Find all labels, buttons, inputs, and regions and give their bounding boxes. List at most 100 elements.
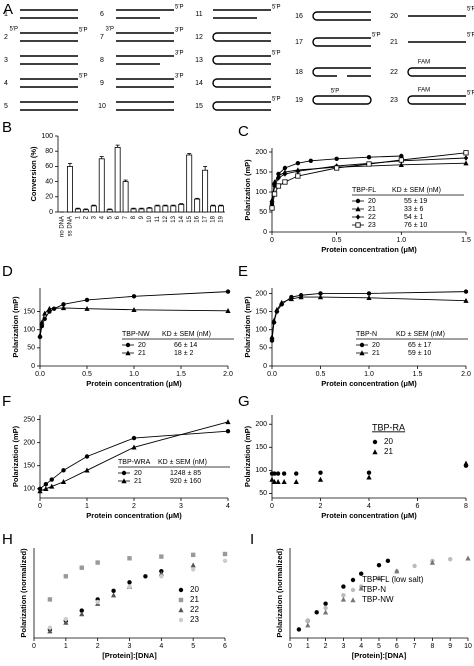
data-point [95,599,100,605]
x-tick-label: 2 [83,215,89,219]
x-tick-label: 1.0 [364,371,374,378]
data-point [39,319,45,325]
bar [162,205,169,213]
construct-number: 23 [390,97,398,104]
data-point [37,488,43,494]
data-point [282,165,288,171]
x-tick-label: 2.0 [223,371,233,378]
legend-kd: 18 ± 2 [174,350,194,357]
y-tick-label: 100 [41,133,53,140]
x-tick-label: 12 [163,215,169,222]
construct-tag: 3'P [106,27,114,33]
construct-number: 16 [295,13,303,20]
data-point [334,156,339,161]
legend-marker [125,342,131,348]
panel-letter: I [250,531,254,548]
dna-strand [116,32,174,42]
dna-strand [116,9,174,19]
x-tick-label: 1.5 [413,371,423,378]
data-point [282,171,288,177]
y-tick-label: 150 [255,444,267,451]
panel-letter: D [2,263,13,280]
data-point [376,562,382,568]
data-point [47,597,53,602]
data-point [272,471,277,476]
bar [66,165,73,213]
y-axis-title: Polarization (normalized) [19,548,28,638]
data-point [295,173,301,179]
x-tick-label: 10 [464,643,472,650]
data-point [84,305,90,311]
x-tick-label: 2 [96,643,100,650]
x-tick-label: 14 [179,215,185,222]
construct-tag: 5'P [10,27,18,33]
data-point [305,618,310,624]
bar [194,198,201,213]
y-tick-label: 250 [23,416,35,423]
construct-tag: 5'P [272,51,280,57]
data-point [60,479,67,485]
data-point [399,153,404,159]
legend-label: 21 [372,350,380,357]
construct-number: 17 [295,39,303,46]
legend-label: TBP-NW [362,595,394,604]
dna-strand [116,78,174,88]
x-tick-label: 10 [147,215,153,222]
legend-marker [178,597,184,603]
data-point [463,297,469,303]
y-tick-label: 100 [255,327,267,334]
construct-tag: FAM [418,60,430,66]
x-tick-label: 6 [223,643,227,650]
x-tick-label: 3 [128,643,132,650]
y-tick-label: 50 [259,345,267,352]
data-point [323,605,328,611]
data-point [281,479,287,485]
panel-letter: C [238,123,249,140]
x-tick-label: 3 [179,503,183,510]
legend-kd: 54 ± 1 [404,214,424,221]
legend-marker [372,439,378,445]
y-tick-label: 80 [45,148,53,155]
x-tick-label: 9 [139,215,145,219]
construct-number: 11 [195,11,202,18]
x-tick-label: 4 [367,503,371,510]
bar [202,169,209,213]
data-point [275,183,282,189]
x-tick-label: 0.5 [316,371,326,378]
y-tick-label: 50 [27,345,35,352]
data-point [463,160,469,166]
legend-marker [359,350,365,356]
legend-kd: 1248 ± 85 [170,470,201,477]
x-tick-label: 11 [155,215,161,222]
data-point [394,568,400,574]
legend-marker [350,587,356,593]
x-axis-title: Protein concentration (μM) [86,511,182,520]
x-tick-label: 4 [99,215,105,219]
construct-tag: 5'FAM [467,7,474,13]
x-tick-label: 6 [395,643,399,650]
x-tick-label: 4 [159,643,163,650]
data-point [61,468,66,473]
construct-number: 8 [100,57,104,64]
construct-number: 2 [4,34,8,41]
data-point [110,592,117,598]
legend-label: 22 [190,605,199,614]
legend-title: TBP-RA [372,422,405,432]
legend-kd: 920 ± 160 [170,478,201,485]
x-tick-label: 5 [377,643,381,650]
construct-tag: 5'P [79,74,87,80]
data-point [279,299,285,305]
x-tick-label: 1.0 [396,237,406,244]
data-point [308,158,313,163]
legend-label: 21 [138,350,146,357]
construct-tag: 5'P [175,5,183,11]
x-tick-label: 0.0 [35,371,45,378]
construct-tag: 5'P [331,89,339,95]
legend-marker [350,577,356,583]
data-point [366,470,372,475]
dna-strand [20,55,78,65]
bar [122,181,129,213]
legend-kd: 55 ± 19 [404,198,427,205]
data-point [131,435,137,441]
